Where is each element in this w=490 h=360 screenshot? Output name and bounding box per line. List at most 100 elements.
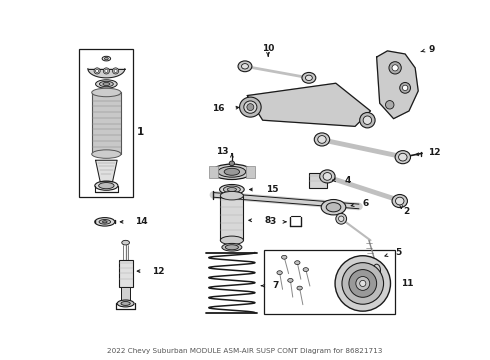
Ellipse shape: [220, 192, 244, 200]
Ellipse shape: [360, 112, 375, 128]
Bar: [92, 93, 121, 154]
Ellipse shape: [400, 82, 411, 93]
Ellipse shape: [395, 197, 404, 205]
Ellipse shape: [121, 302, 130, 305]
Text: 2: 2: [404, 207, 410, 216]
Ellipse shape: [227, 188, 237, 192]
Ellipse shape: [92, 88, 121, 97]
Ellipse shape: [223, 186, 241, 193]
Polygon shape: [377, 51, 418, 119]
Ellipse shape: [242, 64, 248, 69]
Ellipse shape: [373, 264, 381, 276]
Ellipse shape: [321, 199, 346, 215]
Ellipse shape: [96, 69, 98, 72]
Ellipse shape: [363, 116, 371, 125]
Ellipse shape: [122, 240, 129, 245]
Text: 16: 16: [212, 104, 224, 113]
Ellipse shape: [229, 161, 235, 166]
Bar: [79, 49, 133, 197]
Bar: [220, 195, 244, 240]
Ellipse shape: [240, 97, 261, 117]
Ellipse shape: [356, 276, 370, 291]
Ellipse shape: [398, 153, 407, 161]
Ellipse shape: [95, 217, 115, 226]
Ellipse shape: [342, 263, 384, 304]
Ellipse shape: [294, 261, 300, 265]
Ellipse shape: [277, 271, 282, 275]
Ellipse shape: [98, 183, 114, 189]
Polygon shape: [96, 160, 117, 182]
Text: 12: 12: [152, 267, 164, 276]
Ellipse shape: [339, 216, 344, 221]
Text: 7: 7: [272, 281, 278, 290]
Ellipse shape: [92, 150, 121, 158]
Polygon shape: [88, 69, 125, 78]
Ellipse shape: [238, 61, 252, 72]
Ellipse shape: [303, 267, 309, 271]
Ellipse shape: [244, 101, 257, 113]
Text: 13: 13: [216, 147, 229, 156]
Ellipse shape: [212, 164, 252, 180]
Ellipse shape: [99, 220, 111, 224]
Bar: [245, 166, 255, 178]
Text: 1: 1: [136, 127, 144, 137]
Ellipse shape: [323, 172, 332, 180]
Ellipse shape: [95, 181, 118, 190]
Text: 6: 6: [363, 199, 369, 208]
Ellipse shape: [224, 168, 240, 175]
Ellipse shape: [99, 81, 113, 87]
Polygon shape: [247, 83, 370, 126]
Ellipse shape: [105, 69, 108, 72]
Bar: [209, 166, 218, 178]
Ellipse shape: [225, 245, 239, 250]
Ellipse shape: [282, 255, 287, 259]
Ellipse shape: [94, 68, 100, 74]
Ellipse shape: [222, 243, 242, 251]
Ellipse shape: [386, 100, 394, 109]
Ellipse shape: [319, 170, 335, 183]
Ellipse shape: [297, 286, 302, 290]
Bar: [121, 287, 130, 301]
Bar: [119, 260, 132, 287]
Text: 2022 Chevy Suburban MODULE ASM-AIR SUSP CONT Diagram for 86821713: 2022 Chevy Suburban MODULE ASM-AIR SUSP …: [107, 347, 383, 354]
Ellipse shape: [392, 65, 398, 71]
Ellipse shape: [102, 56, 111, 61]
Ellipse shape: [113, 68, 119, 74]
Text: 8: 8: [264, 216, 270, 225]
Ellipse shape: [302, 72, 316, 83]
Text: 3: 3: [270, 217, 276, 226]
Text: 14: 14: [135, 217, 147, 226]
Ellipse shape: [96, 80, 117, 88]
Ellipse shape: [349, 270, 377, 297]
Text: 12: 12: [428, 148, 441, 157]
Ellipse shape: [218, 166, 246, 177]
Ellipse shape: [305, 75, 312, 81]
Ellipse shape: [114, 69, 117, 72]
Ellipse shape: [220, 184, 244, 194]
Ellipse shape: [318, 136, 326, 143]
Text: 15: 15: [266, 185, 278, 194]
Ellipse shape: [389, 62, 401, 74]
Ellipse shape: [335, 256, 391, 311]
Ellipse shape: [103, 82, 110, 86]
Ellipse shape: [247, 104, 254, 111]
Text: 10: 10: [262, 44, 274, 53]
Ellipse shape: [117, 300, 134, 307]
Ellipse shape: [288, 278, 293, 282]
Ellipse shape: [103, 68, 109, 74]
Text: 5: 5: [395, 248, 401, 257]
Ellipse shape: [104, 58, 108, 60]
Bar: [309, 172, 327, 188]
Ellipse shape: [102, 221, 107, 223]
Ellipse shape: [314, 133, 330, 146]
Ellipse shape: [392, 194, 408, 208]
Bar: [264, 249, 395, 314]
Text: 9: 9: [428, 45, 435, 54]
Ellipse shape: [402, 85, 408, 91]
Ellipse shape: [336, 213, 346, 224]
Ellipse shape: [360, 280, 366, 287]
Ellipse shape: [326, 203, 341, 212]
Ellipse shape: [395, 150, 411, 164]
Text: 11: 11: [401, 279, 414, 288]
Text: 4: 4: [344, 176, 351, 185]
